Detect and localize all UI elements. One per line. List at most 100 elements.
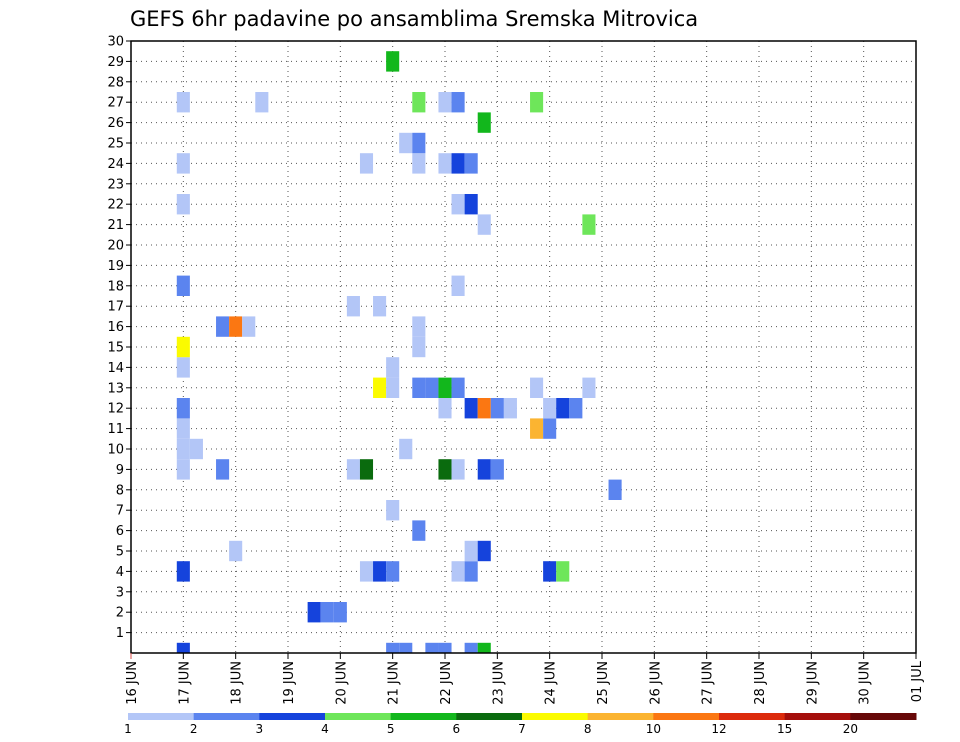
heat-cell — [412, 316, 426, 337]
x-tick-label: 21 JUN — [387, 661, 402, 705]
heat-cell — [569, 398, 583, 419]
heat-cell — [543, 561, 557, 582]
y-tick-label: 27 — [107, 96, 124, 111]
heat-cell — [438, 398, 452, 419]
y-tick-label: 20 — [107, 239, 124, 254]
legend-label: 4 — [321, 722, 329, 736]
heat-cell — [176, 561, 190, 582]
heat-cell — [242, 316, 256, 337]
y-tick-label: 16 — [107, 320, 124, 335]
y-tick-label: 14 — [107, 361, 124, 376]
heat-cell — [399, 642, 413, 653]
heat-cell — [556, 398, 570, 419]
legend-label: 12 — [711, 722, 726, 736]
heat-cell — [425, 642, 439, 653]
y-tick-label: 1 — [116, 626, 124, 641]
heat-cell — [530, 377, 544, 398]
y-tick-label: 5 — [116, 545, 124, 560]
x-tick-label: 16 JUN — [125, 661, 140, 705]
legend-swatch — [456, 713, 523, 720]
heat-cell — [582, 377, 596, 398]
heat-cell — [412, 336, 426, 358]
heat-cell — [451, 92, 465, 113]
heat-cell — [490, 459, 504, 480]
y-tick-label: 24 — [107, 157, 124, 172]
heat-cell — [359, 153, 374, 174]
heat-cell — [412, 92, 426, 113]
heat-cell — [438, 459, 452, 480]
y-tick-label: 25 — [107, 137, 124, 152]
y-tick-label: 11 — [107, 422, 124, 437]
x-tick-label: 01 JUL — [910, 660, 925, 702]
heat-cell — [176, 357, 190, 378]
heat-cell — [216, 316, 230, 337]
heat-cell — [346, 296, 360, 317]
heat-cell — [464, 398, 478, 419]
heat-cell — [451, 377, 465, 398]
y-tick-label: 12 — [107, 402, 124, 417]
legend-swatch — [259, 713, 326, 720]
heat-cell — [176, 153, 190, 174]
heat-cell — [477, 398, 491, 419]
y-tick-label: 10 — [107, 443, 124, 458]
legend-label: 8 — [584, 722, 592, 736]
x-tick-label: 30 JUN — [858, 661, 873, 705]
heat-cell — [503, 398, 517, 419]
legend-swatch — [719, 713, 786, 720]
y-tick-label: 8 — [116, 483, 124, 498]
y-tick-label: 22 — [107, 198, 124, 213]
y-axis: 1234567891011121314151617181920212223242… — [107, 35, 131, 641]
plot-frame — [130, 40, 917, 654]
heat-cell — [608, 479, 622, 500]
legend-label: 5 — [387, 722, 395, 736]
y-tick-label: 4 — [116, 565, 124, 580]
heat-cell — [412, 520, 426, 541]
heat-cell — [464, 153, 478, 174]
heat-cell — [386, 357, 400, 378]
heat-cell — [386, 51, 400, 72]
heat-cell — [530, 418, 544, 439]
x-tick-label: 24 JUN — [544, 661, 559, 705]
heat-cell — [412, 377, 426, 398]
x-tick-label: 17 JUN — [177, 661, 192, 705]
legend-swatch — [587, 713, 654, 720]
y-tick-label: 3 — [116, 585, 124, 600]
y-tick-label: 6 — [116, 524, 124, 539]
heat-cell — [176, 194, 190, 215]
y-tick-label: 7 — [116, 504, 124, 519]
heat-cell — [530, 92, 544, 113]
y-tick-label: 19 — [107, 259, 124, 274]
heat-cell — [490, 398, 504, 419]
y-tick-label: 13 — [107, 381, 124, 396]
heat-cell — [359, 561, 374, 582]
grid-layer — [130, 40, 917, 653]
heat-cell — [229, 316, 243, 337]
heat-cell — [438, 642, 452, 653]
heat-cell — [373, 296, 387, 317]
heat-cell — [582, 214, 596, 235]
heat-cell — [216, 459, 230, 480]
heat-cell — [477, 459, 491, 480]
y-tick-label: 17 — [107, 300, 124, 315]
legend-label: 3 — [256, 722, 264, 736]
heat-cell — [412, 153, 426, 174]
legend-swatch — [193, 713, 260, 720]
x-tick-label: 20 JUN — [334, 661, 349, 705]
legend-swatch — [325, 713, 392, 720]
heat-cell — [438, 377, 452, 398]
legend-label: 1 — [124, 722, 132, 736]
heat-cell — [176, 398, 190, 419]
heat-cell — [543, 418, 557, 439]
legend-swatch — [128, 713, 195, 720]
heat-cell — [373, 377, 387, 398]
y-tick-label: 21 — [107, 218, 124, 233]
y-tick-label: 18 — [107, 279, 124, 294]
heat-cell — [477, 112, 491, 133]
heat-cell — [464, 540, 478, 562]
heat-cell — [451, 275, 465, 296]
x-tick-label: 22 JUN — [439, 661, 454, 705]
heat-cell — [307, 602, 321, 623]
heat-cell — [451, 459, 465, 480]
heat-cell — [320, 602, 334, 623]
